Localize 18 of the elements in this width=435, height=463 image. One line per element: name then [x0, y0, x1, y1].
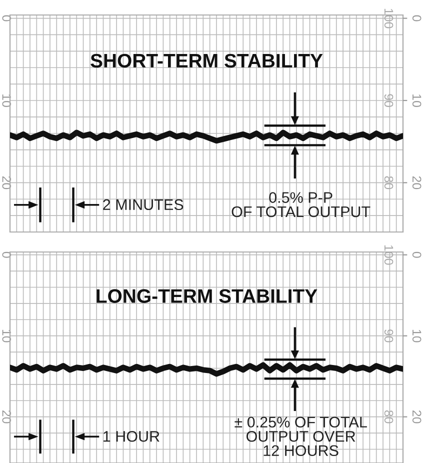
y3-tick-label: 100 — [384, 8, 394, 28]
annotation: 2 MINUTES — [103, 199, 184, 210]
y3-tick-label: 100 — [384, 245, 394, 265]
y3-tick-label: 90 — [384, 329, 394, 342]
y2-tick-label: 10 — [412, 330, 422, 342]
annotation: 0.5% P-P OF TOTAL OUTPUT — [232, 192, 370, 218]
y3-tick-label: 80 — [384, 410, 394, 424]
y2-tick-label: 20 — [412, 176, 422, 190]
annotation: ± 0.25% OF TOTAL OUTPUT OVER 12 HOURS — [234, 416, 367, 456]
y3-tick-label: 90 — [384, 94, 394, 107]
annotation: 1 HOUR — [104, 430, 160, 442]
y2-tick-label: 0 — [412, 252, 422, 258]
y2-tick-label: 0 — [412, 15, 422, 22]
y3-tick-label: 80 — [384, 176, 394, 190]
text: LONG-TERM STABILITY — [96, 289, 318, 303]
y2-tick-label: 20 — [412, 410, 422, 424]
y2-tick-label: 10 — [412, 94, 422, 107]
text: SHORT-TERM STABILITY — [90, 54, 323, 68]
